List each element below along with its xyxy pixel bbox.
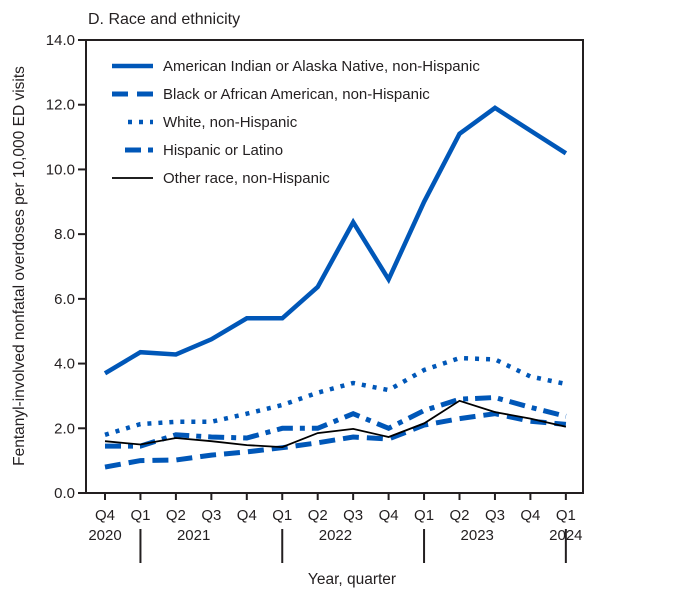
series-line-3: [104, 355, 567, 437]
series-lines: [103, 105, 568, 470]
y-axis: 0.0 2.0 4.0 6.0 8.0 10.0 12.0 14.0: [46, 32, 86, 502]
legend-label: Black or African American, non-Hispanic: [163, 86, 430, 103]
x-tick-label: Q2: [449, 507, 469, 524]
x-tick-label: Q4: [520, 507, 540, 524]
series-line-1: [103, 105, 568, 376]
chart-title: D. Race and ethnicity: [88, 11, 240, 28]
x-year-label: 2022: [319, 527, 352, 544]
x-tick-label: Q2: [166, 507, 186, 524]
x-axis-title: Year, quarter: [308, 571, 396, 588]
series-line-2: [104, 411, 567, 470]
x-tick-label: Q1: [414, 507, 434, 524]
x-tick-label: Q3: [343, 507, 363, 524]
plot-area: [85, 39, 584, 494]
y-tick-label: 8.0: [54, 226, 75, 243]
x-tick-label: Q4: [95, 507, 115, 524]
x-tick-label: Q1: [556, 507, 576, 524]
y-tick-label: 12.0: [46, 97, 75, 114]
y-tick-label: 10.0: [46, 161, 75, 178]
x-tick-label: Q1: [272, 507, 292, 524]
x-tick-label: Q2: [308, 507, 328, 524]
x-axis: Q4 Q1 Q2 Q3 Q4 Q1 Q2 Q3 Q4 Q1 Q2 Q3 Q4 Q1 2020 2021 2022…: [88, 493, 583, 563]
y-tick-label: 4.0: [54, 356, 75, 373]
legend-label: Other race, non-Hispanic: [163, 170, 330, 187]
x-tick-label: Q1: [130, 507, 150, 524]
y-tick-label: 0.0: [54, 485, 75, 502]
y-axis-title: Fentanyl-involved nonfatal overdoses per…: [11, 66, 28, 466]
series-line-4: [105, 394, 567, 449]
x-year-label: 2023: [461, 527, 494, 544]
x-tick-label: Q3: [485, 507, 505, 524]
legend-label: American Indian or Alaska Native, non-Hi…: [163, 58, 480, 75]
legend: American Indian or Alaska Native, non-Hi…: [112, 58, 480, 187]
x-tick-label: Q4: [237, 507, 257, 524]
x-year-label: 2021: [177, 527, 210, 544]
y-tick-label: 14.0: [46, 32, 75, 49]
plot-border: [85, 39, 584, 494]
legend-label: Hispanic or Latino: [163, 142, 283, 159]
x-tick-label: Q4: [379, 507, 399, 524]
x-year-label: 2020: [88, 527, 121, 544]
x-tick-label: Q3: [201, 507, 221, 524]
y-tick-label: 2.0: [54, 420, 75, 437]
y-tick-label: 6.0: [54, 291, 75, 308]
series-line-5: [104, 399, 567, 449]
legend-label: White, non-Hispanic: [163, 114, 298, 131]
